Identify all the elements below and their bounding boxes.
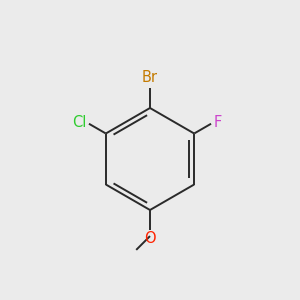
Text: Cl: Cl: [72, 115, 86, 130]
Text: O: O: [144, 231, 156, 246]
Text: F: F: [214, 115, 222, 130]
Text: Br: Br: [142, 70, 158, 86]
